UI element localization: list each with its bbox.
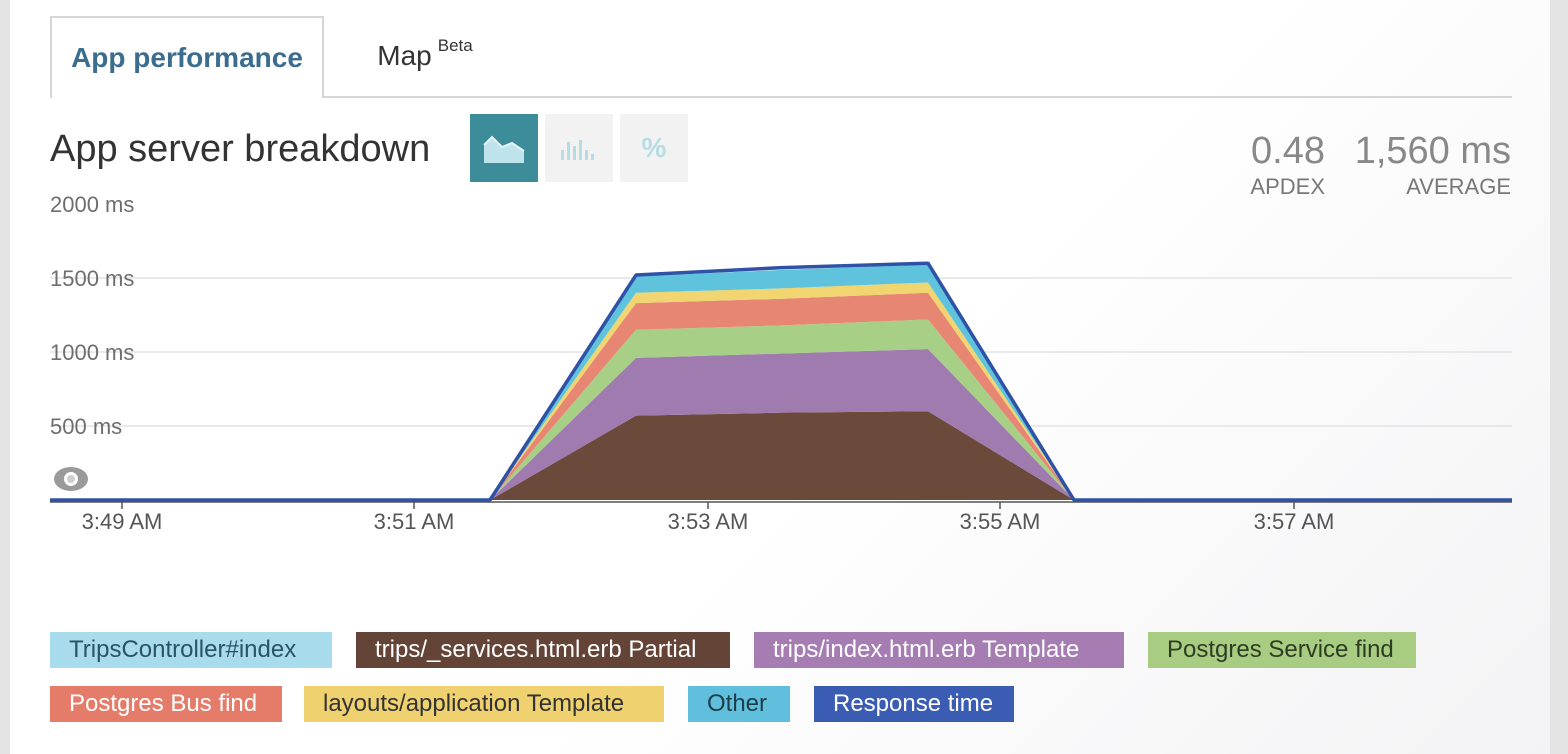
tabs-divider	[50, 96, 1512, 98]
y-tick-label: 2000 ms	[50, 192, 134, 217]
legend-layouts-application-template[interactable]: layouts/application Template	[304, 686, 664, 722]
tab-map[interactable]: Map Beta	[340, 16, 510, 96]
beta-badge: Beta	[437, 36, 473, 55]
tab-map-label: Map	[377, 40, 432, 71]
legend-postgres-service-find[interactable]: Postgres Service find	[1148, 632, 1416, 668]
legend-services-partial[interactable]: trips/_services.html.erb Partial	[356, 632, 730, 668]
response-time-line	[122, 261, 1512, 502]
area-series	[122, 411, 1512, 500]
apdex-label: APDEX	[1250, 174, 1325, 199]
x-tick-label: 3:55 AM	[960, 509, 1041, 534]
percent-icon: %	[641, 132, 667, 163]
eye-icon-center	[67, 475, 75, 483]
chart-title: App server breakdown	[50, 128, 431, 170]
average-label: AVERAGE	[1406, 174, 1511, 199]
bar-view-button[interactable]	[545, 114, 613, 182]
y-tick-label: 1000 ms	[50, 340, 134, 365]
legend-trips-controller-index[interactable]: TripsController#index	[50, 632, 332, 668]
x-tick-label: 3:53 AM	[668, 509, 749, 534]
legend-response-time[interactable]: Response time	[814, 686, 1014, 722]
bar-chart-icon	[561, 140, 594, 160]
tab-app-performance[interactable]: App performance	[50, 16, 324, 98]
legend-other[interactable]: Other	[688, 686, 790, 722]
x-tick-label: 3:51 AM	[374, 509, 455, 534]
y-tick-label: 500 ms	[50, 414, 122, 439]
app-server-breakdown-chart: 2000 ms 1500 ms 1000 ms 500 ms 3:49 AM 3:51 A…	[50, 192, 1512, 534]
legend-index-template[interactable]: trips/index.html.erb Template	[754, 632, 1124, 668]
y-tick-label: 1500 ms	[50, 266, 134, 291]
area-view-button[interactable]	[470, 114, 538, 182]
area-series	[122, 349, 1512, 500]
x-tick-label: 3:49 AM	[82, 509, 163, 534]
x-tick-label: 3:57 AM	[1254, 509, 1335, 534]
area-chart-icon	[483, 135, 525, 163]
average-value: 1,560 ms	[1354, 130, 1511, 172]
percent-view-button[interactable]: %	[620, 114, 688, 182]
apdex-value: 0.48	[1251, 130, 1325, 172]
legend-postgres-bus-find[interactable]: Postgres Bus find	[50, 686, 282, 722]
